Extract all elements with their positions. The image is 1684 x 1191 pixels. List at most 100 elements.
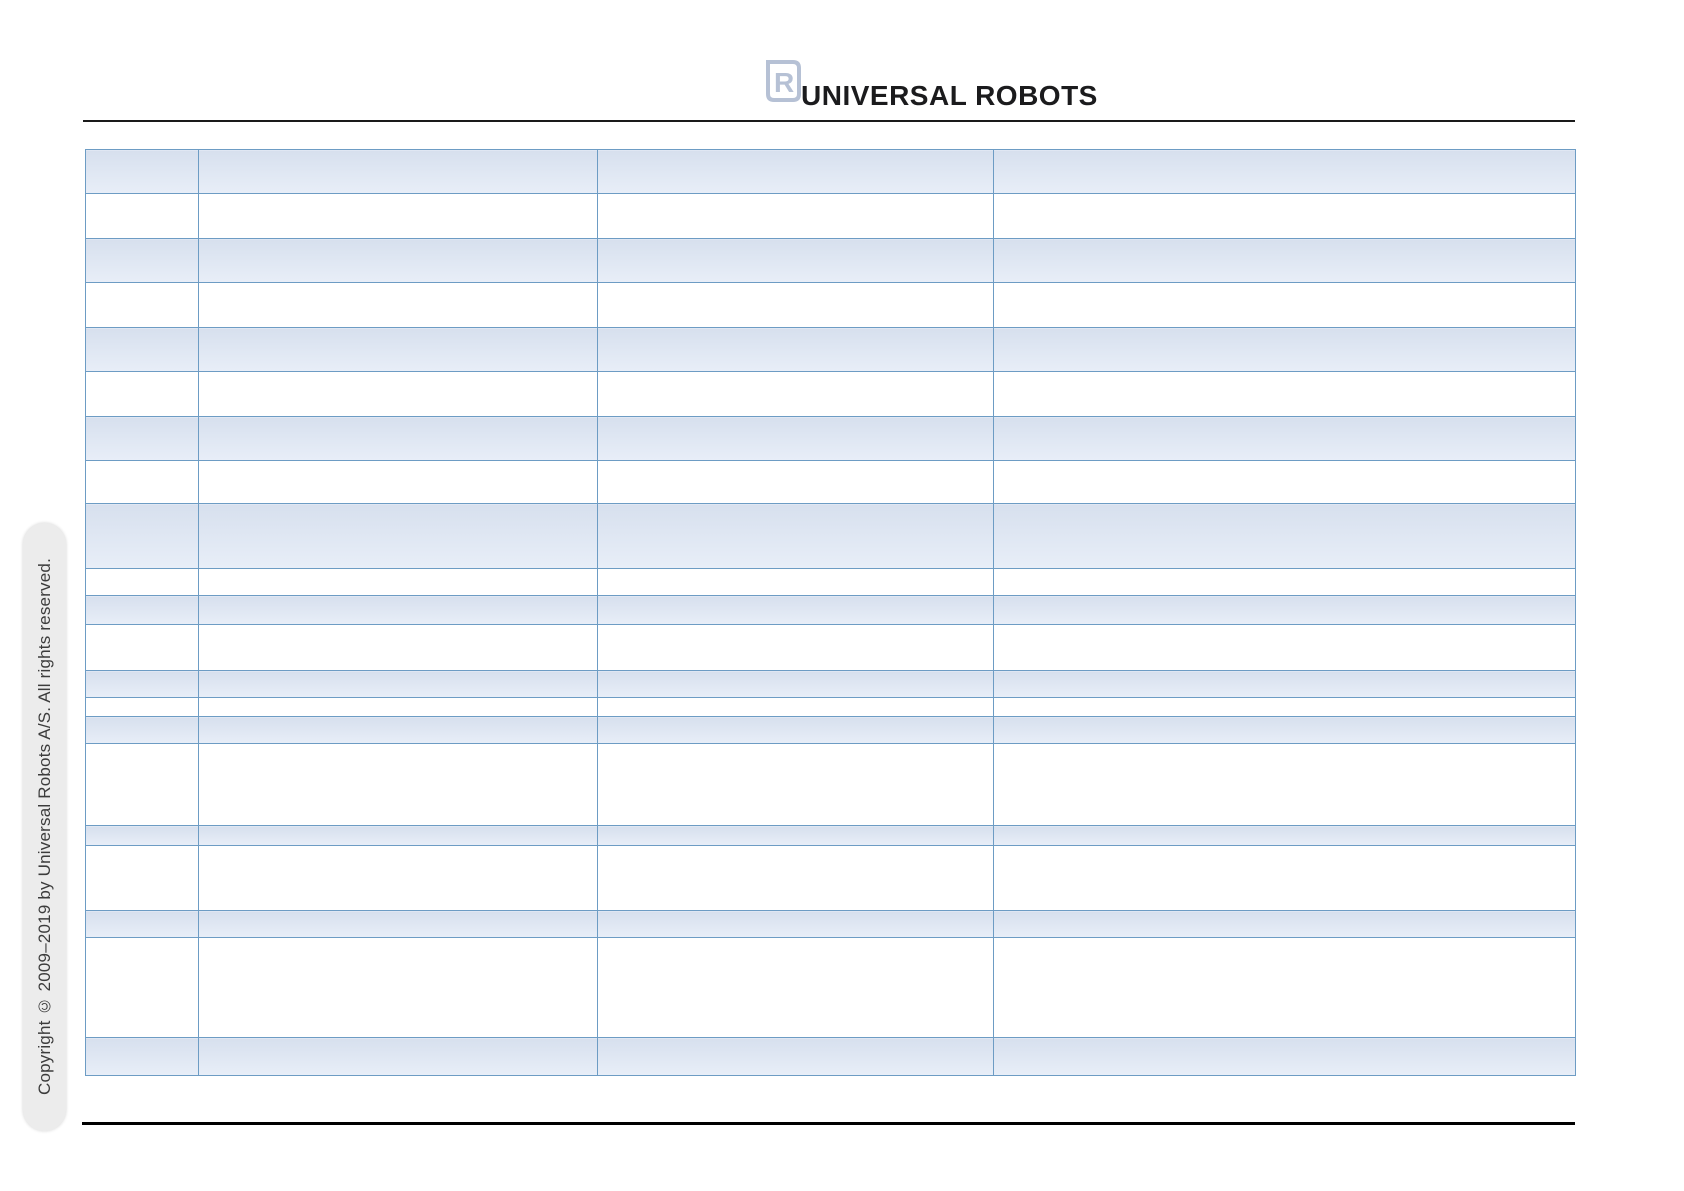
table-cell xyxy=(85,1037,199,1076)
table-cell xyxy=(85,624,199,671)
table-row xyxy=(85,371,1576,417)
table-row xyxy=(85,697,1576,717)
table-row xyxy=(85,670,1576,698)
table-row xyxy=(85,282,1576,328)
table-cell xyxy=(993,149,1576,194)
table-cell xyxy=(597,845,994,911)
footer-rule xyxy=(82,1122,1575,1125)
table-cell xyxy=(993,416,1576,461)
table-row xyxy=(85,460,1576,504)
table-cell xyxy=(597,825,994,846)
table-cell xyxy=(198,149,598,194)
table-cell xyxy=(198,1037,598,1076)
table-cell xyxy=(85,825,199,846)
copyright-text: Copyright © 2009–2019 by Universal Robot… xyxy=(34,558,54,1096)
table-cell xyxy=(993,238,1576,283)
table-cell xyxy=(597,238,994,283)
table-cell xyxy=(597,716,994,744)
table-row xyxy=(85,716,1576,744)
table-row xyxy=(85,568,1576,596)
table-cell xyxy=(198,282,598,328)
table-cell xyxy=(85,416,199,461)
copyright-pill: Copyright © 2009–2019 by Universal Robot… xyxy=(23,523,66,1131)
table-cell xyxy=(993,568,1576,596)
table-row xyxy=(85,1037,1576,1076)
table-cell xyxy=(198,327,598,372)
table-row xyxy=(85,845,1576,911)
table-cell xyxy=(993,845,1576,911)
table-cell xyxy=(993,910,1576,938)
table-cell xyxy=(597,910,994,938)
table-cell xyxy=(85,937,199,1038)
table-cell xyxy=(85,910,199,938)
table-row xyxy=(85,937,1576,1038)
table-row xyxy=(85,193,1576,239)
table-cell xyxy=(85,743,199,826)
table-cell xyxy=(85,845,199,911)
table-cell xyxy=(198,193,598,239)
table-cell xyxy=(85,149,199,194)
table-cell xyxy=(993,282,1576,328)
table-cell xyxy=(597,624,994,671)
table-cell xyxy=(85,697,199,717)
table-cell xyxy=(993,193,1576,239)
table-cell xyxy=(198,568,598,596)
table-cell xyxy=(993,327,1576,372)
table-cell xyxy=(198,371,598,417)
table-row xyxy=(85,825,1576,846)
table-cell xyxy=(198,697,598,717)
table-cell xyxy=(597,743,994,826)
table-cell xyxy=(597,193,994,239)
svg-text:R: R xyxy=(774,67,794,98)
table-cell xyxy=(597,595,994,625)
table-cell xyxy=(597,327,994,372)
table-cell xyxy=(597,937,994,1038)
header-rule xyxy=(83,120,1575,122)
table-cell xyxy=(85,460,199,504)
table-cell xyxy=(993,371,1576,417)
table-row xyxy=(85,624,1576,671)
table-cell xyxy=(993,670,1576,698)
table-cell xyxy=(198,825,598,846)
table-cell xyxy=(85,193,199,239)
table-cell xyxy=(597,1037,994,1076)
table-cell xyxy=(597,371,994,417)
table-cell xyxy=(198,416,598,461)
table-cell xyxy=(198,845,598,911)
table-cell xyxy=(198,910,598,938)
table-cell xyxy=(993,1037,1576,1076)
table-row xyxy=(85,327,1576,372)
table-cell xyxy=(993,460,1576,504)
table-cell xyxy=(993,743,1576,826)
ur-monogram-icon: R xyxy=(766,60,801,102)
table-body xyxy=(85,149,1576,1076)
table-cell xyxy=(198,937,598,1038)
table-cell xyxy=(993,937,1576,1038)
table-row xyxy=(85,910,1576,938)
table-cell xyxy=(597,282,994,328)
table-cell xyxy=(198,460,598,504)
table-row xyxy=(85,149,1576,194)
table-cell xyxy=(597,670,994,698)
table-cell xyxy=(198,503,598,569)
table-cell xyxy=(597,416,994,461)
table-cell xyxy=(597,460,994,504)
table-row xyxy=(85,595,1576,625)
table-cell xyxy=(993,503,1576,569)
table-cell xyxy=(85,282,199,328)
table-cell xyxy=(198,624,598,671)
table-cell xyxy=(198,743,598,826)
table-row xyxy=(85,238,1576,283)
table-cell xyxy=(85,238,199,283)
brand-wordmark: UNIVERSAL ROBOTS xyxy=(801,80,1098,111)
table-cell xyxy=(198,716,598,744)
table-cell xyxy=(198,238,598,283)
table-cell xyxy=(85,327,199,372)
table-cell xyxy=(993,825,1576,846)
table-cell xyxy=(597,568,994,596)
table-cell xyxy=(993,697,1576,717)
table-cell xyxy=(85,503,199,569)
table-cell xyxy=(198,595,598,625)
table-cell xyxy=(198,670,598,698)
